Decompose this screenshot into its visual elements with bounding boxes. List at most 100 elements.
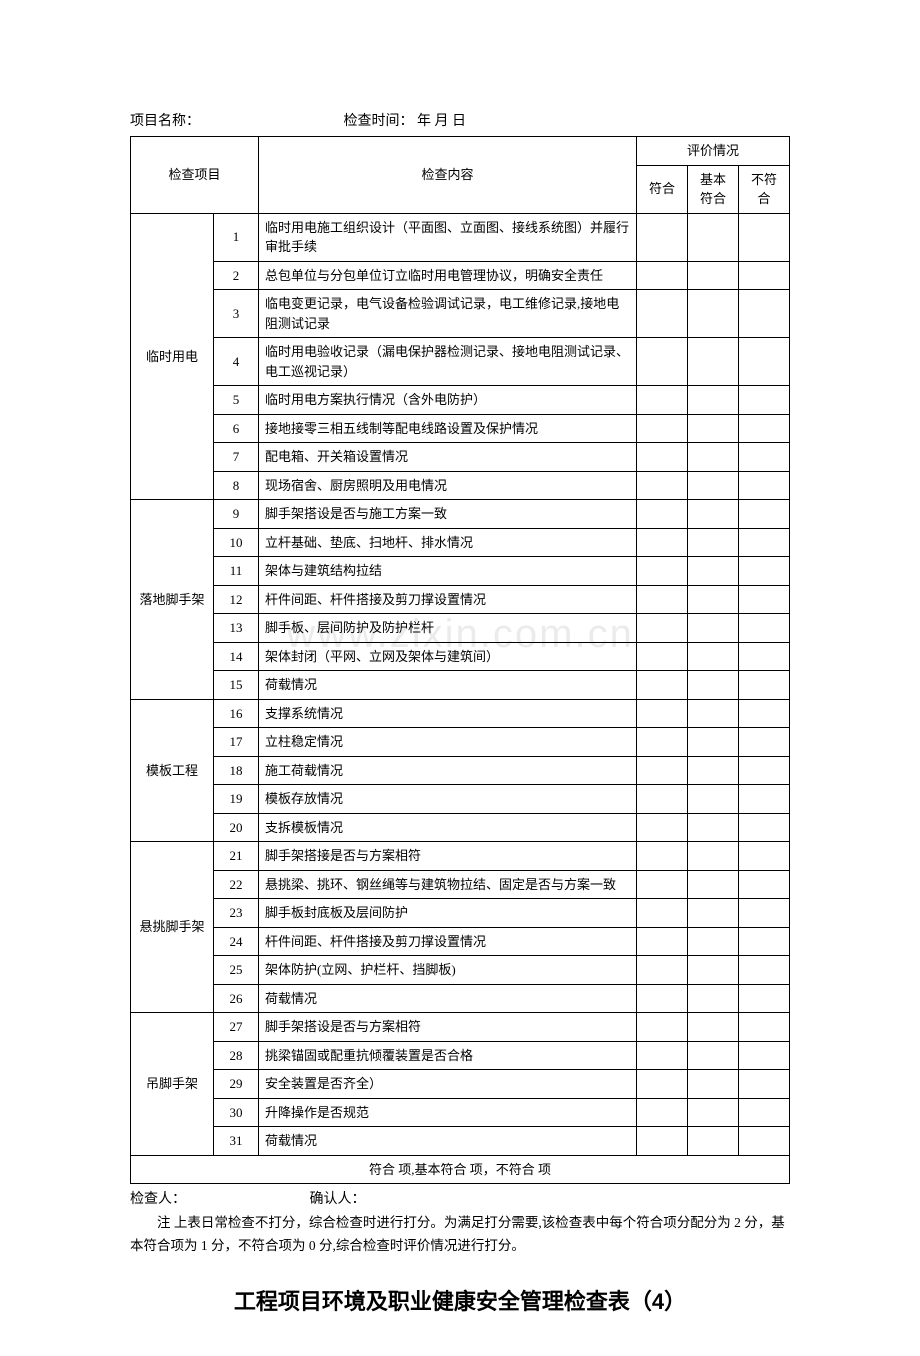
th-eval-notconform: 不符合	[739, 165, 790, 213]
summary-row: 符合 项,基本符合 项，不符合 项	[131, 1155, 790, 1184]
row-number-cell: 13	[214, 614, 259, 643]
eval-cell	[739, 614, 790, 643]
eval-cell	[739, 699, 790, 728]
eval-cell	[739, 870, 790, 899]
row-content-cell: 施工荷载情况	[259, 756, 637, 785]
eval-cell	[739, 756, 790, 785]
row-content-cell: 架体封闭（平网、立网及架体与建筑间）	[259, 642, 637, 671]
eval-cell	[637, 642, 688, 671]
eval-cell	[688, 984, 739, 1013]
table-row: 模板工程16支撑系统情况	[131, 699, 790, 728]
eval-cell	[688, 338, 739, 386]
row-number-cell: 31	[214, 1127, 259, 1156]
row-content-cell: 安全装置是否齐全）	[259, 1070, 637, 1099]
row-number-cell: 29	[214, 1070, 259, 1099]
eval-cell	[688, 699, 739, 728]
eval-cell	[637, 1013, 688, 1042]
table-row: 吊脚手架27脚手架搭设是否与方案相符	[131, 1013, 790, 1042]
table-row: 11架体与建筑结构拉结	[131, 557, 790, 586]
eval-cell	[688, 213, 739, 261]
row-number-cell: 18	[214, 756, 259, 785]
page: www.zixin.com.cn 项目名称： 检查时间： 年 月 日 检查项目 …	[0, 0, 920, 1356]
eval-cell	[637, 956, 688, 985]
table-row: 13脚手板、层间防护及防护栏杆	[131, 614, 790, 643]
eval-cell	[688, 414, 739, 443]
eval-cell	[739, 338, 790, 386]
row-number-cell: 14	[214, 642, 259, 671]
eval-cell	[688, 471, 739, 500]
eval-cell	[637, 414, 688, 443]
row-content-cell: 荷载情况	[259, 1127, 637, 1156]
th-check-content: 检查内容	[259, 137, 637, 214]
eval-cell	[688, 585, 739, 614]
row-content-cell: 临电变更记录，电气设备检验调试记录，电工维修记录,接地电阻测试记录	[259, 290, 637, 338]
row-content-cell: 脚手板封底板及层间防护	[259, 899, 637, 928]
row-number-cell: 21	[214, 842, 259, 871]
eval-cell	[739, 899, 790, 928]
row-number-cell: 9	[214, 500, 259, 529]
table-row: 12杆件间距、杆件搭接及剪刀撑设置情况	[131, 585, 790, 614]
row-content-cell: 脚手架搭设是否与方案相符	[259, 1013, 637, 1042]
row-content-cell: 立杆基础、垫底、扫地杆、排水情况	[259, 528, 637, 557]
eval-cell	[688, 785, 739, 814]
eval-cell	[637, 261, 688, 290]
table-row: 3临电变更记录，电气设备检验调试记录，电工维修记录,接地电阻测试记录	[131, 290, 790, 338]
eval-cell	[637, 528, 688, 557]
eval-cell	[688, 1127, 739, 1156]
row-content-cell: 临时用电验收记录（漏电保护器检测记录、接地电阻测试记录、电工巡视记录）	[259, 338, 637, 386]
eval-cell	[739, 500, 790, 529]
eval-cell	[688, 500, 739, 529]
eval-cell	[688, 813, 739, 842]
table-row: 5临时用电方案执行情况（含外电防护）	[131, 386, 790, 415]
table-row: 落地脚手架9脚手架搭设是否与施工方案一致	[131, 500, 790, 529]
row-number-cell: 2	[214, 261, 259, 290]
row-content-cell: 脚手架搭接是否与方案相符	[259, 842, 637, 871]
table-row: 4临时用电验收记录（漏电保护器检测记录、接地电阻测试记录、电工巡视记录）	[131, 338, 790, 386]
eval-cell	[688, 899, 739, 928]
table-row: 悬挑脚手架21脚手架搭接是否与方案相符	[131, 842, 790, 871]
table-row: 7配电箱、开关箱设置情况	[131, 443, 790, 472]
summary-cell: 符合 项,基本符合 项，不符合 项	[131, 1155, 790, 1184]
eval-cell	[739, 984, 790, 1013]
table-row: 26荷载情况	[131, 984, 790, 1013]
th-eval-group: 评价情况	[637, 137, 790, 166]
row-number-cell: 11	[214, 557, 259, 586]
table-row: 2总包单位与分包单位订立临时用电管理协议，明确安全责任	[131, 261, 790, 290]
eval-cell	[637, 671, 688, 700]
row-content-cell: 荷载情况	[259, 984, 637, 1013]
eval-cell	[739, 842, 790, 871]
eval-cell	[637, 386, 688, 415]
eval-cell	[637, 899, 688, 928]
eval-cell	[637, 1041, 688, 1070]
row-number-cell: 10	[214, 528, 259, 557]
table-row: 14架体封闭（平网、立网及架体与建筑间）	[131, 642, 790, 671]
eval-cell	[688, 642, 739, 671]
row-number-cell: 27	[214, 1013, 259, 1042]
row-number-cell: 5	[214, 386, 259, 415]
row-number-cell: 25	[214, 956, 259, 985]
eval-cell	[688, 756, 739, 785]
eval-cell	[688, 842, 739, 871]
eval-cell	[688, 443, 739, 472]
table-row: 10立杆基础、垫底、扫地杆、排水情况	[131, 528, 790, 557]
row-number-cell: 19	[214, 785, 259, 814]
eval-cell	[637, 471, 688, 500]
eval-cell	[688, 870, 739, 899]
eval-cell	[637, 1127, 688, 1156]
check-time-label: 检查时间： 年 月 日	[344, 110, 467, 130]
eval-cell	[637, 557, 688, 586]
eval-cell	[688, 614, 739, 643]
eval-cell	[739, 213, 790, 261]
row-number-cell: 6	[214, 414, 259, 443]
eval-cell	[688, 1041, 739, 1070]
eval-cell	[739, 728, 790, 757]
eval-cell	[637, 290, 688, 338]
row-content-cell: 接地接零三相五线制等配电线路设置及保护情况	[259, 414, 637, 443]
group-name-cell: 落地脚手架	[131, 500, 214, 700]
eval-cell	[637, 728, 688, 757]
group-name-cell: 模板工程	[131, 699, 214, 842]
eval-cell	[739, 813, 790, 842]
eval-cell	[739, 386, 790, 415]
table-row: 23脚手板封底板及层间防护	[131, 899, 790, 928]
eval-cell	[637, 585, 688, 614]
